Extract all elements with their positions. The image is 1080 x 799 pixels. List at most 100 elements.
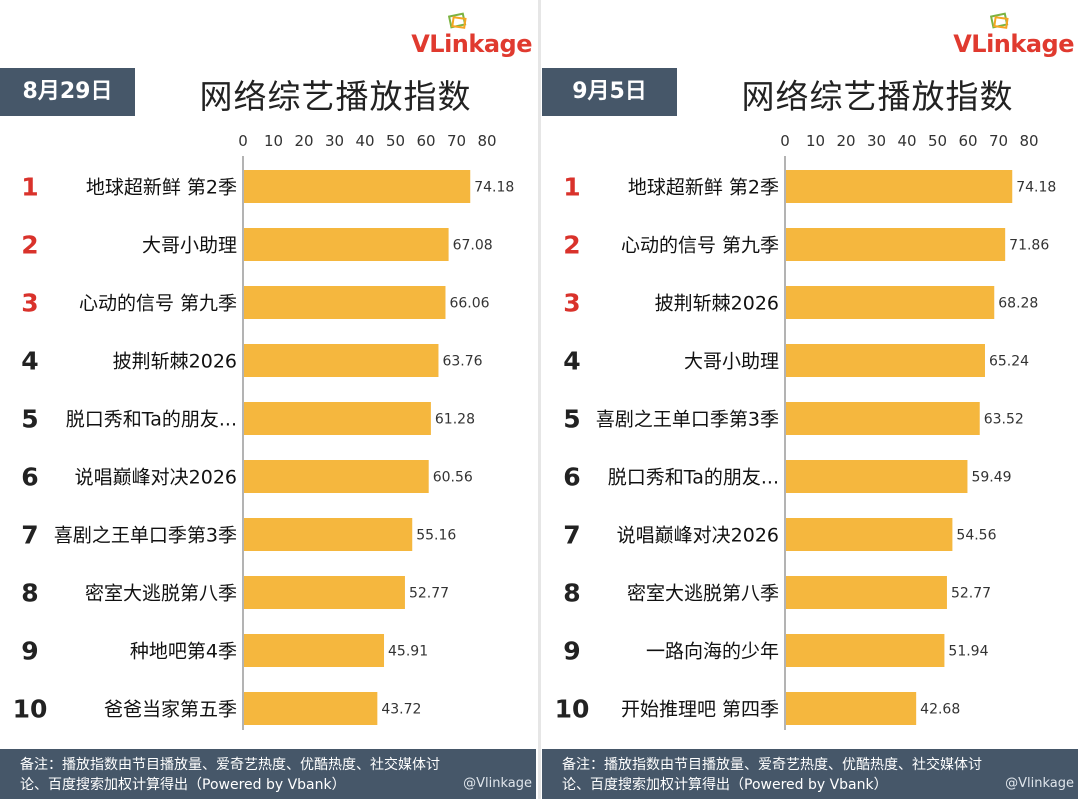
data-label: 71.86 <box>1009 238 1049 254</box>
vlinkage-logo: VLinkage <box>953 30 1074 58</box>
rank-number: 10 <box>555 695 590 724</box>
category-label: 爸爸当家第五季 <box>104 699 237 721</box>
chart-title: 网络综艺播放指数 <box>199 77 472 116</box>
rank-number: 8 <box>21 579 38 608</box>
panel-divider <box>538 0 541 799</box>
rank-number: 6 <box>21 463 38 492</box>
category-label: 脱口秀和Ta的朋友... <box>608 467 779 489</box>
data-label: 74.18 <box>474 180 514 196</box>
rank-number: 4 <box>563 347 580 376</box>
rank-number: 9 <box>563 637 580 666</box>
rank-number: 3 <box>21 289 38 318</box>
rank-number: 5 <box>21 405 38 434</box>
bar <box>786 228 1006 261</box>
bar <box>244 344 439 377</box>
x-tick-label: 0 <box>780 132 790 150</box>
data-label: 42.68 <box>920 702 960 718</box>
date-label: 8月29日 <box>0 68 135 116</box>
chart-panel-sep5: VLinkage 9月5日 网络综艺播放指数 0 10 20 30 40 50 60 70 80… <box>542 0 1078 799</box>
data-label: 51.94 <box>948 644 988 660</box>
x-tick-label: 40 <box>897 132 916 150</box>
bar <box>244 286 446 319</box>
bar-chart: 0 10 20 30 40 50 60 70 801 地球超新鲜 第2季 74.182 大哥小助理 67… <box>13 132 514 730</box>
bar <box>244 518 413 551</box>
bar <box>786 518 953 551</box>
category-label: 喜剧之王单口季第3季 <box>596 409 779 431</box>
x-tick-label: 30 <box>867 132 886 150</box>
category-label: 开始推理吧 第四季 <box>621 699 779 721</box>
category-label: 披荆斩棘2026 <box>655 293 779 315</box>
category-label: 大哥小助理 <box>684 351 779 373</box>
bar <box>786 692 917 725</box>
footer-note: 备注：播放指数由节目播放量、爱奇艺热度、优酷热度、社交媒体讨 论、百度搜索加权计… <box>0 749 536 799</box>
x-tick-label: 20 <box>294 132 313 150</box>
x-tick-label: 10 <box>264 132 283 150</box>
data-label: 59.49 <box>971 470 1011 486</box>
bar <box>786 344 985 377</box>
category-label: 脱口秀和Ta的朋友... <box>66 409 237 431</box>
data-label: 65.24 <box>989 354 1029 370</box>
rank-number: 7 <box>21 521 38 550</box>
rank-number: 1 <box>563 173 580 202</box>
x-tick-label: 60 <box>416 132 435 150</box>
bar <box>244 460 429 493</box>
x-tick-label: 70 <box>989 132 1008 150</box>
data-label: 63.76 <box>442 354 482 370</box>
data-label: 74.18 <box>1016 180 1056 196</box>
bar <box>244 692 378 725</box>
rank-number: 3 <box>563 289 580 318</box>
rank-number: 6 <box>563 463 580 492</box>
data-label: 52.77 <box>951 586 991 602</box>
x-tick-label: 20 <box>836 132 855 150</box>
category-label: 大哥小助理 <box>142 235 237 257</box>
bar-chart: 0 10 20 30 40 50 60 70 80 1 地球超新鲜 第2季 74.18 2 心动的信号 第… <box>555 132 1056 730</box>
vlinkage-logo-icon <box>990 12 1009 29</box>
data-label: 54.56 <box>956 528 996 544</box>
footer-note-line1: 备注：播放指数由节目播放量、爱奇艺热度、优酷热度、社交媒体讨 <box>562 757 982 773</box>
bar <box>786 576 947 609</box>
data-label: 61.28 <box>435 412 475 428</box>
bar <box>786 402 980 435</box>
x-tick-label: 50 <box>928 132 947 150</box>
rank-number: 10 <box>13 695 48 724</box>
category-label: 说唱巅峰对决2026 <box>617 525 779 547</box>
x-tick-label: 30 <box>325 132 344 150</box>
data-label: 45.91 <box>388 644 428 660</box>
rank-number: 7 <box>563 521 580 550</box>
data-label: 43.72 <box>381 702 421 718</box>
bar <box>244 228 449 261</box>
bar <box>786 286 995 319</box>
vlinkage-logo: VLinkage <box>411 30 532 58</box>
chart-panel-aug29: VLinkage 8月29日 网络综艺播放指数 0 10 20 30 40 50 60 70 8… <box>0 0 536 799</box>
watermark: @Vlinkage <box>1005 776 1074 791</box>
x-tick-label: 0 <box>238 132 248 150</box>
rank-number: 4 <box>21 347 38 376</box>
category-label: 说唱巅峰对决2026 <box>75 467 237 489</box>
bar <box>244 402 431 435</box>
bar <box>786 460 968 493</box>
rank-number: 9 <box>21 637 38 666</box>
category-label: 种地吧第4季 <box>130 641 237 663</box>
category-label: 一路向海的少年 <box>646 641 779 663</box>
data-label: 67.08 <box>453 238 493 254</box>
chart-title: 网络综艺播放指数 <box>741 77 1014 116</box>
x-tick-label: 80 <box>477 132 496 150</box>
rank-number: 5 <box>563 405 580 434</box>
category-label: 心动的信号 第九季 <box>79 293 237 315</box>
bar <box>786 170 1013 203</box>
rank-number: 8 <box>563 579 580 608</box>
rank-number: 2 <box>21 231 38 260</box>
data-label: 60.56 <box>433 470 473 486</box>
bar <box>786 634 945 667</box>
watermark: @Vlinkage <box>463 776 532 791</box>
category-label: 披荆斩棘2026 <box>113 351 237 373</box>
category-label: 喜剧之王单口季第3季 <box>54 525 237 547</box>
x-tick-label: 40 <box>355 132 374 150</box>
x-tick-label: 50 <box>386 132 405 150</box>
category-label: 地球超新鲜 第2季 <box>86 177 237 199</box>
data-label: 66.06 <box>449 296 489 312</box>
data-label: 63.52 <box>984 412 1024 428</box>
bar <box>244 170 471 203</box>
x-tick-label: 10 <box>806 132 825 150</box>
data-label: 68.28 <box>998 296 1038 312</box>
